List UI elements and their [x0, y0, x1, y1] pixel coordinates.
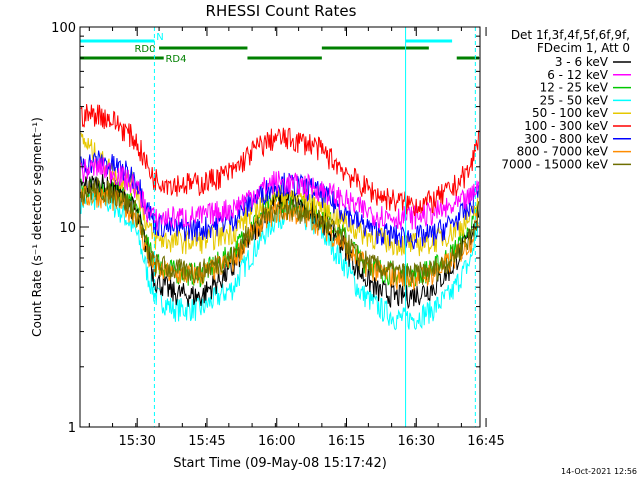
timestamp: 14-Oct-2021 12:56: [561, 467, 637, 476]
legend-label-2: 12 - 25 keV: [540, 81, 609, 95]
legend-label-0: 3 - 6 keV: [555, 55, 609, 69]
legend-label-4: 50 - 100 keV: [532, 106, 609, 120]
y-axis-label: Count Rate (s⁻¹ detector segment⁻¹): [30, 117, 44, 337]
series-lines: [80, 103, 480, 331]
y-tick-label-2: 100: [51, 21, 76, 36]
series-line-8: [80, 176, 480, 287]
x-tick-label-3: 16:15: [328, 434, 365, 449]
legend-label-1: 6 - 12 keV: [547, 68, 609, 82]
x-tick-label-5: 16:45: [467, 434, 504, 449]
series-line-1: [80, 157, 480, 231]
chart-title: RHESSI Count Rates: [206, 2, 357, 20]
series-line-5: [80, 103, 480, 216]
legend: Det 1f,3f,4f,5f,6f,9f,FDecim 1, Att 03 -…: [501, 28, 631, 171]
series-line-6: [80, 150, 480, 250]
y-tick-label-0: 1: [68, 421, 76, 436]
legend-label-6: 300 - 800 keV: [524, 132, 608, 146]
x-tick-label-0: 15:30: [118, 434, 155, 449]
y-tick-label-1: 10: [59, 221, 76, 236]
flag-label-n: N: [156, 32, 163, 43]
legend-header-1: FDecim 1, Att 0: [537, 41, 630, 55]
axes: 15:30 15:45 16:00 16:15 16:30 16:45 1 10 100: [51, 21, 505, 449]
legend-label-5: 100 - 300 keV: [524, 119, 608, 133]
legend-header-0: Det 1f,3f,4f,5f,6f,9f,: [511, 28, 630, 42]
legend-label-7: 800 - 7000 keV: [517, 145, 609, 159]
x-tick-label-2: 16:00: [258, 434, 295, 449]
x-tick-label-4: 16:30: [398, 434, 435, 449]
x-axis-label: Start Time (09-May-08 15:17:42): [173, 456, 387, 471]
legend-label-3: 25 - 50 keV: [540, 93, 609, 107]
flag-label-rd4: RD4: [165, 54, 186, 65]
vertical-markers: [79, 27, 476, 427]
flag-label-rd0: RD0: [134, 44, 155, 55]
legend-label-8: 7000 - 15000 keV: [501, 157, 608, 171]
x-tick-label-1: 15:45: [188, 434, 225, 449]
